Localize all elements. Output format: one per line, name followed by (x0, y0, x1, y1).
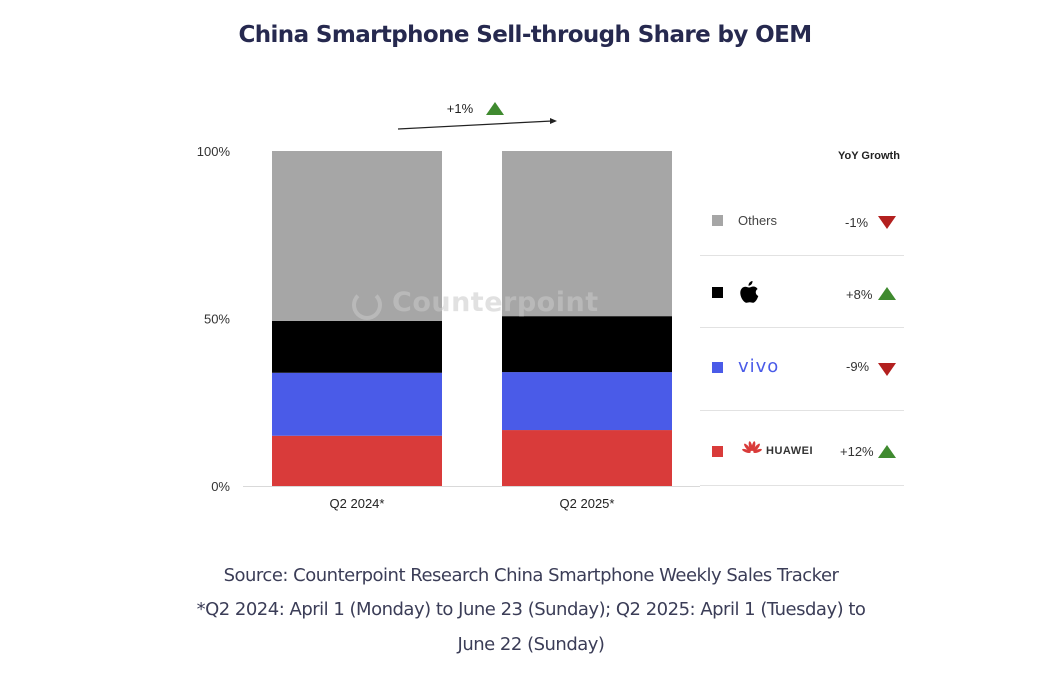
legend-swatch-others (712, 215, 723, 226)
legend-swatch-apple (712, 287, 723, 298)
legend-swatch-huawei (712, 446, 723, 457)
legend-header: YoY Growth (838, 150, 900, 162)
legend-divider (700, 485, 904, 486)
legend-growth-apple: +8% (846, 287, 873, 302)
legend-row-vivo: vivo -9% (700, 328, 904, 400)
bar-segment-vivo (502, 372, 672, 431)
legend-row-huawei: HUAWEI +12% (700, 411, 904, 483)
trend-arrow-line (397, 120, 553, 130)
bar-segment-others (272, 151, 442, 321)
legend-label-huawei: HUAWEI (766, 445, 813, 457)
period-note-continued: June 22 (Sunday) (457, 634, 605, 655)
legend-divider (700, 327, 904, 328)
down-arrow-icon (878, 216, 896, 229)
bar-segment-vivo (272, 372, 442, 436)
source-note: Source: Counterpoint Research China Smar… (223, 565, 839, 586)
legend-divider (700, 410, 904, 411)
bar-segment-others (502, 151, 672, 317)
annotation-label: +1% (447, 101, 474, 116)
stacked-bar-chart: Q2 2024* Q2 2025* 0% 50% 100% +1% (197, 101, 700, 511)
bar-segment-apple (502, 316, 672, 373)
up-arrow-icon (486, 102, 504, 115)
legend-growth-others: -1% (845, 215, 869, 230)
period-note: *Q2 2024: April 1 (Monday) to June 23 (S… (196, 599, 866, 620)
legend-growth-vivo: -9% (846, 359, 870, 374)
bar-segment-huawei (502, 430, 672, 486)
legend-label-others: Others (738, 213, 778, 228)
legend-divider (700, 255, 904, 256)
legend-row-others: Others -1% (700, 186, 904, 258)
y-tick-label: 100% (197, 144, 231, 159)
y-tick-label: 0% (211, 479, 230, 494)
legend-row-apple: +8% (700, 256, 904, 328)
vivo-logo: vivo (738, 356, 780, 377)
up-arrow-icon (878, 445, 896, 458)
trend-arrow-head-icon (550, 118, 557, 124)
bar-segment-apple (272, 320, 442, 373)
chart-title: China Smartphone Sell-through Share by O… (238, 22, 812, 48)
y-tick-label: 50% (204, 312, 230, 327)
x-tick-label: Q2 2025* (560, 496, 615, 511)
legend-growth-huawei: +12% (840, 444, 874, 459)
legend-swatch-vivo (712, 362, 723, 373)
apple-logo-icon (740, 281, 759, 303)
down-arrow-icon (878, 363, 896, 376)
x-tick-label: Q2 2024* (330, 496, 385, 511)
huawei-logo-icon (742, 441, 762, 454)
up-arrow-icon (878, 287, 896, 300)
bar-segment-huawei (272, 435, 442, 486)
